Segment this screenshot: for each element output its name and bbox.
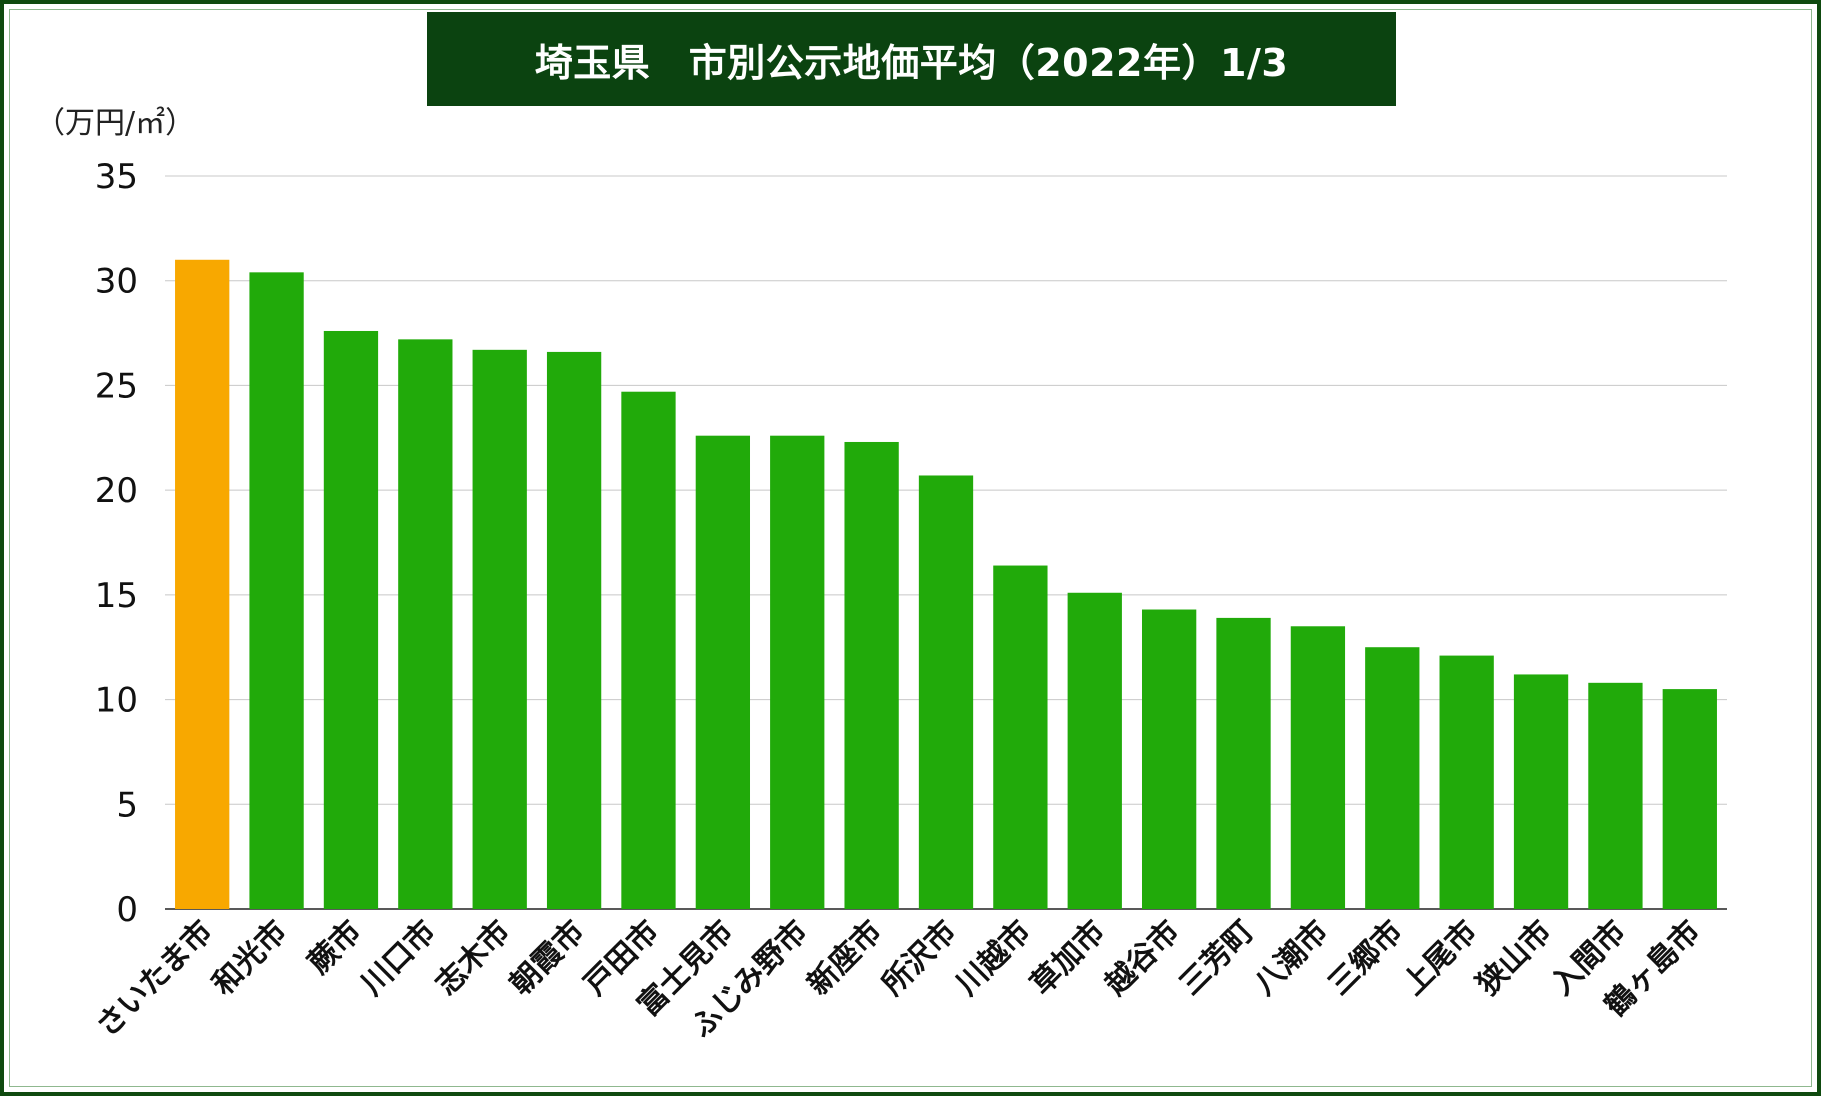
- x-category-label: 狭山市: [1470, 914, 1559, 1003]
- bar: [546, 351, 602, 909]
- x-category-label: 上尾市: [1396, 914, 1484, 1002]
- bar: [695, 435, 751, 909]
- bar: [1290, 626, 1346, 909]
- y-axis-ticks: 0 5 10 15 20 25 30 35: [95, 157, 138, 930]
- y-tick-label: 10: [95, 681, 138, 721]
- bar: [323, 330, 379, 909]
- bar: [1141, 609, 1197, 909]
- bar: [621, 391, 676, 909]
- bar: [1662, 689, 1717, 909]
- y-tick-label: 30: [95, 262, 138, 302]
- y-tick-label: 20: [95, 471, 138, 511]
- x-category-label: 志木市: [429, 914, 517, 1002]
- bar: [993, 565, 1048, 909]
- x-category-label: 蕨市: [301, 914, 368, 981]
- bar: [249, 272, 304, 909]
- bar: [1365, 647, 1420, 909]
- bar: [1216, 617, 1271, 909]
- y-axis-unit-label: （万円/㎡）: [35, 106, 196, 141]
- x-category-label: 川口市: [355, 914, 443, 1002]
- y-tick-label: 25: [95, 366, 138, 406]
- x-category-label: 草加市: [1024, 914, 1112, 1002]
- x-category-label: 三郷市: [1322, 914, 1410, 1002]
- x-category-label: 八潮市: [1247, 914, 1335, 1002]
- y-tick-label: 35: [95, 157, 138, 197]
- x-category-label: さいたま市: [90, 914, 220, 1044]
- bar: [398, 339, 453, 910]
- chart-title: 埼玉県 市別公示地価平均（2022年）1/3: [427, 12, 1396, 106]
- x-category-label: 川越市: [950, 914, 1038, 1002]
- bar: [1588, 682, 1643, 909]
- bar: [1439, 655, 1494, 909]
- x-category-label: 所沢市: [875, 914, 963, 1002]
- x-category-label: 三芳町: [1173, 914, 1261, 1002]
- y-tick-label: 0: [116, 890, 138, 930]
- bar: [1513, 674, 1569, 909]
- y-tick-label: 15: [95, 576, 138, 616]
- x-category-label: 朝霞市: [503, 914, 591, 1002]
- bar: [918, 475, 974, 909]
- x-category-label: 新座市: [801, 914, 889, 1002]
- y-tick-label: 5: [116, 785, 138, 825]
- bars: [175, 259, 1717, 910]
- bar: [844, 441, 899, 909]
- bar: [770, 435, 825, 909]
- x-category-label: 和光市: [206, 914, 294, 1002]
- bar: [175, 259, 230, 909]
- x-category-label: 越谷市: [1098, 914, 1186, 1002]
- bar: [472, 349, 527, 910]
- bar: [1067, 592, 1122, 909]
